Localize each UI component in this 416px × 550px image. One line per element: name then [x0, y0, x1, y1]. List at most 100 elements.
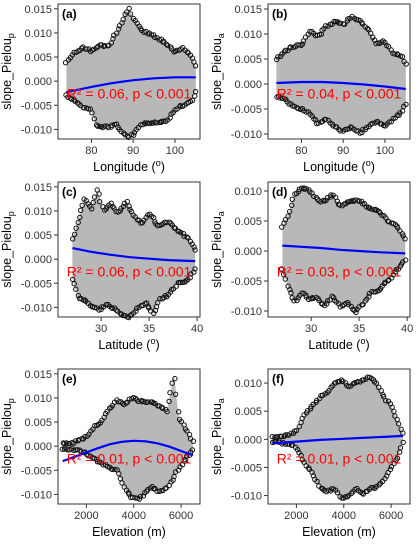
scatter-point — [116, 26, 122, 32]
scatter-point — [79, 202, 85, 209]
scatter-point — [369, 288, 375, 295]
scatter-point — [303, 109, 309, 115]
scatter-point — [322, 23, 329, 29]
scatter-point — [160, 405, 166, 411]
panel-e: 2000 4000 6000 -0.010 -0.005 0.000 0.005 0.010 0… — [0, 368, 201, 539]
scatter-point — [187, 275, 193, 281]
y-tick-label: -0.005 — [21, 465, 52, 477]
x-tick-label: 6000 — [169, 510, 193, 522]
data-envelope — [72, 189, 196, 317]
x-tick-label: 35 — [353, 323, 365, 335]
scatter-point — [122, 132, 128, 138]
x-axis-title: Latitude (o) — [98, 336, 159, 352]
scatter-point — [345, 16, 351, 22]
scatter-point — [178, 418, 185, 425]
y-tick-label: -0.010 — [21, 302, 52, 314]
x-tick-label: 90 — [337, 145, 349, 157]
y-tick-label: 0.010 — [234, 378, 262, 390]
scatter-point — [347, 198, 354, 205]
x-tick-label: 80 — [295, 145, 307, 157]
scatter-point — [368, 30, 374, 36]
y-tick-label: 0.010 — [24, 206, 52, 218]
scatter-point — [169, 380, 175, 386]
scatter-point — [299, 290, 305, 296]
scatter-point — [307, 406, 314, 412]
scatter-point — [274, 56, 280, 63]
scatter-point — [76, 101, 82, 107]
x-axis-title: Elevation (m) — [92, 525, 166, 539]
scatter-point — [89, 110, 95, 116]
scatter-point — [287, 208, 293, 215]
scatter-point — [190, 438, 197, 444]
scatter-point — [287, 44, 294, 50]
scatter-point — [96, 191, 102, 197]
scatter-point — [90, 199, 97, 206]
scatter-point — [302, 34, 309, 40]
scatter-point — [288, 290, 294, 296]
scatter-point — [324, 195, 331, 201]
scatter-point — [126, 203, 132, 209]
scatter-point — [327, 21, 333, 27]
scatter-point — [388, 464, 395, 470]
scatter-point — [289, 202, 295, 209]
scatter-point — [291, 298, 297, 304]
scatter-point — [148, 32, 155, 38]
scatter-point — [91, 116, 98, 122]
scatter-point — [60, 440, 66, 446]
scatter-points — [62, 5, 199, 141]
panel-label: (a) — [62, 7, 77, 21]
x-tick-label: 2000 — [284, 510, 308, 522]
scatter-point — [192, 247, 198, 253]
y-tick-label: 0.000 — [24, 441, 52, 453]
x-tick-label: 40 — [401, 323, 413, 335]
scatter-point — [108, 40, 115, 46]
scatter-point — [117, 208, 124, 214]
scatter-point — [294, 297, 300, 304]
y-tick-label: 0.000 — [234, 246, 262, 258]
scatter-point — [73, 438, 79, 444]
scatter-point — [279, 224, 285, 230]
scatter-point — [121, 130, 127, 136]
y-tick-label: -0.010 — [21, 124, 52, 136]
scatter-point — [282, 276, 288, 282]
scatter-point — [59, 446, 65, 452]
scatter-point — [119, 480, 125, 486]
y-tick-label: 0.015 — [24, 4, 52, 16]
y-tick-label: 0.005 — [24, 417, 52, 429]
scatter-point — [79, 45, 85, 51]
scatter-point — [385, 44, 392, 50]
scatter-point — [379, 212, 385, 218]
scatter-point — [293, 427, 300, 434]
scatter-point — [85, 453, 91, 459]
scatter-point — [95, 123, 101, 129]
scatter-point — [294, 447, 301, 453]
fit-curve — [272, 434, 403, 445]
scatter-point — [282, 47, 289, 53]
scatter-point — [300, 38, 307, 44]
y-tick-label: -0.005 — [231, 104, 262, 116]
y-tick-label: 0.015 — [234, 4, 262, 16]
x-axis-title: Longitude (o) — [93, 158, 165, 174]
scatter-point — [384, 473, 390, 479]
scatter-points — [269, 374, 406, 501]
scatter-point — [133, 308, 139, 314]
scatter-point — [126, 134, 132, 141]
scatter-point — [324, 301, 330, 307]
scatter-point — [296, 188, 302, 195]
scatter-point — [395, 52, 401, 58]
scatter-point — [88, 206, 95, 212]
scatter-point — [127, 312, 133, 319]
x-tick-label: 100 — [166, 145, 184, 157]
scatter-point — [70, 236, 76, 242]
scatter-point — [137, 493, 144, 500]
scatter-point — [75, 293, 82, 299]
scatter-point — [82, 434, 88, 440]
scatter-point — [184, 234, 190, 240]
y-tick-label: 0.005 — [234, 54, 262, 66]
data-envelope — [276, 16, 406, 133]
x-axis-title: Latitude (o) — [308, 336, 369, 352]
scatter-point — [124, 198, 131, 205]
scatter-point — [170, 477, 176, 483]
scatter-point — [108, 305, 115, 311]
scatter-point — [328, 192, 334, 198]
